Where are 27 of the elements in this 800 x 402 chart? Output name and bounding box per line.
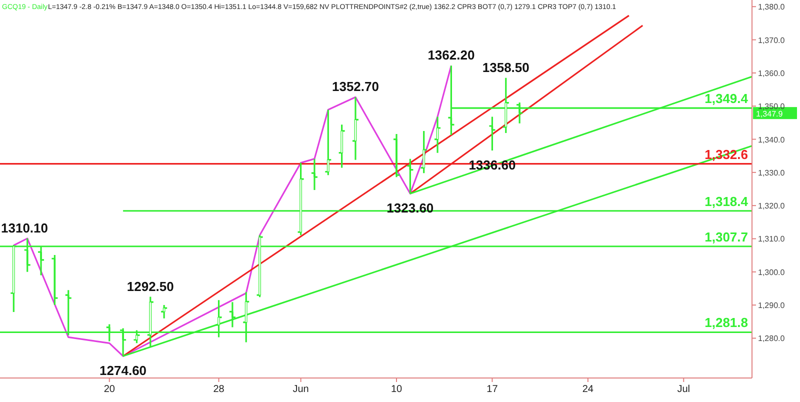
annotation: 1362.20 bbox=[428, 48, 475, 63]
series-label: 1,318.4 bbox=[704, 194, 749, 209]
annotation: 1358.50 bbox=[482, 60, 530, 75]
annotation: 1310.10 bbox=[1, 220, 48, 236]
annotation: 1352.70 bbox=[332, 79, 379, 94]
series-label: 1,349.4 bbox=[704, 91, 749, 106]
series-label: 1,307.7 bbox=[704, 229, 748, 244]
x-tick-label: 24 bbox=[582, 384, 594, 395]
y-tick-label: 1,360.0 bbox=[758, 68, 786, 78]
x-tick-label: Jun bbox=[292, 384, 309, 395]
annotation: 1274.60 bbox=[100, 363, 147, 378]
y-tick-label: 1,330.0 bbox=[758, 168, 786, 178]
series-label: 1,281.8 bbox=[704, 315, 748, 330]
x-tick-label: 28 bbox=[213, 384, 225, 395]
x-tick-label: 17 bbox=[486, 384, 498, 395]
y-tick-label: 1,290.0 bbox=[758, 301, 786, 310]
annotation: 1292.50 bbox=[126, 278, 174, 294]
x-tick-label: 20 bbox=[104, 384, 116, 395]
y-tick-label: 1,300.0 bbox=[758, 268, 786, 277]
x-tick-label: 10 bbox=[390, 384, 403, 395]
x-tick-label: Jul bbox=[677, 384, 690, 395]
y-tick-label: 1,370.0 bbox=[758, 36, 786, 45]
y-tick-label: 1,320.0 bbox=[758, 202, 786, 211]
y-tick-label: 1,280.0 bbox=[758, 334, 786, 344]
y-tick-label: 1,340.0 bbox=[758, 135, 786, 144]
y-tick-label: 1,380.0 bbox=[758, 2, 786, 12]
y-tick-label: 1,310.0 bbox=[758, 234, 786, 244]
